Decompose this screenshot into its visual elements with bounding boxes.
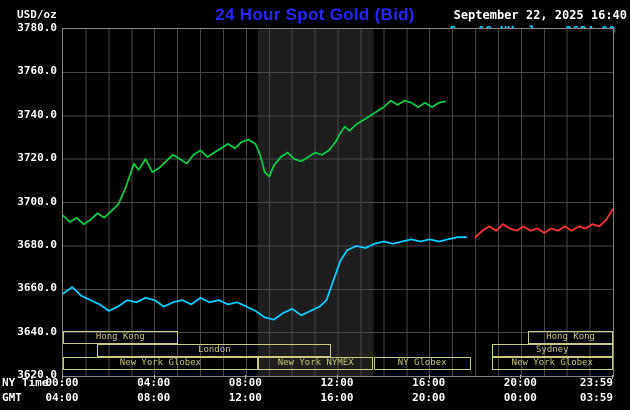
axis-tick — [612, 375, 613, 379]
chart-canvas — [63, 29, 613, 376]
y-tick-label: 3760.0 — [17, 64, 57, 78]
x-axis-ny-labels: 00:00 04:00 08:00 12:00 16:00 20:00 23:59 — [0, 376, 630, 389]
session-new-york-globex: New York Globex — [63, 357, 258, 370]
x-tick-label: 20:00 — [412, 391, 446, 404]
y-tick-label: 3720.0 — [17, 151, 57, 165]
datetime-label: September 22, 2025 16:40 — [453, 8, 627, 22]
axis-tick — [62, 375, 63, 379]
session-sydney: Sydney — [491, 344, 613, 357]
x-tick-label: 20:00 — [503, 376, 537, 389]
session-ny-globex: NY Globex — [373, 357, 471, 370]
y-tick-label: 3640.0 — [17, 324, 57, 338]
x-axis-gmt-labels: 04:00 08:00 12:00 16:00 20:00 00:00 03:59 — [0, 391, 630, 404]
x-tick-label: 16:00 — [412, 376, 446, 389]
axis-tick — [153, 375, 155, 379]
units-label: USD/oz — [17, 8, 57, 21]
axis-tick — [520, 375, 522, 379]
session-london: London — [97, 344, 332, 357]
y-tick-label: 3620.0 — [17, 368, 57, 381]
x-tick-label: 12:00 — [228, 391, 262, 404]
ny-time-label: NY Time — [2, 376, 49, 389]
x-tick-label: 08:00 — [137, 391, 171, 404]
x-tick-label: 16:00 — [320, 391, 354, 404]
x-tick-label: 00:00 — [45, 376, 79, 389]
y-tick-label: 3680.0 — [17, 237, 57, 251]
x-tick-label: 08:00 — [228, 376, 262, 389]
x-tick-label: 04:00 — [137, 376, 171, 389]
y-tick-label: 3780.0 — [17, 21, 57, 34]
x-tick-label: 00:00 — [503, 391, 537, 404]
x-tick-label: 03:59 — [579, 391, 613, 404]
plot-area: Hong Kong Hong Kong London Sydney New York G… — [62, 28, 614, 377]
session-hong-kong: Hong Kong — [528, 331, 613, 344]
y-tick-label: 3700.0 — [17, 194, 57, 208]
session-new-york-globex: New York Globex — [491, 357, 613, 370]
session-hong-kong: Hong Kong — [63, 331, 178, 344]
x-tick-label: 12:00 — [320, 376, 354, 389]
y-tick-label: 3740.0 — [17, 107, 57, 121]
axis-tick — [337, 375, 338, 379]
x-tick-label: 04:00 — [45, 391, 79, 404]
gmt-label: GMT — [2, 391, 22, 404]
x-tick-label: 23:59 — [579, 376, 613, 389]
y-tick-label: 3660.0 — [17, 281, 57, 295]
axis-tick — [428, 375, 430, 379]
chart-title: 24 Hour Spot Gold (Bid) — [215, 5, 415, 24]
axis-tick — [245, 375, 247, 379]
session-new-york-nymex: New York NYMEX — [257, 357, 374, 370]
